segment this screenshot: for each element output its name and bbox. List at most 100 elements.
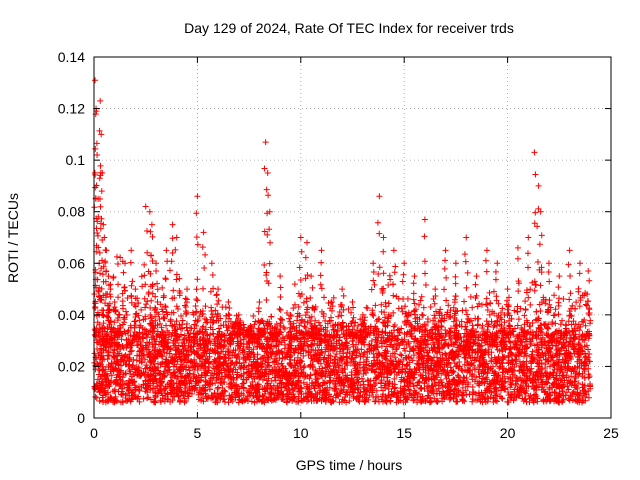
- data-point: [100, 320, 107, 327]
- data-point: [575, 380, 582, 387]
- data-point: [367, 381, 374, 388]
- data-point: [312, 371, 319, 378]
- data-point: [280, 335, 287, 342]
- data-point: [136, 334, 143, 341]
- data-point: [217, 322, 224, 329]
- data-point: [512, 382, 519, 389]
- data-point: [533, 369, 540, 376]
- data-point: [265, 341, 272, 348]
- data-point: [443, 355, 450, 362]
- data-point: [233, 382, 240, 389]
- data-point: [398, 305, 405, 312]
- data-point: [166, 267, 173, 274]
- data-point: [234, 390, 241, 397]
- data-point: [418, 385, 425, 392]
- data-point: [178, 312, 185, 319]
- data-point: [97, 382, 104, 389]
- data-point: [476, 300, 483, 307]
- data-point: [317, 387, 324, 394]
- data-point: [136, 317, 143, 324]
- data-point: [215, 384, 222, 391]
- data-point: [125, 381, 132, 388]
- data-point: [397, 351, 404, 358]
- data-point: [178, 350, 185, 357]
- data-point: [434, 327, 441, 334]
- data-point: [397, 358, 404, 365]
- data-point: [549, 384, 556, 391]
- data-point: [456, 321, 463, 328]
- data-point: [527, 301, 534, 308]
- data-point: [453, 393, 460, 400]
- data-point: [499, 305, 506, 312]
- data-point: [199, 324, 206, 331]
- data-point: [572, 331, 579, 338]
- data-point: [296, 387, 303, 394]
- data-point: [421, 380, 428, 387]
- data-point: [122, 308, 129, 315]
- data-point: [447, 325, 454, 332]
- data-point: [123, 311, 130, 318]
- data-point: [311, 351, 318, 358]
- data-point: [409, 374, 416, 381]
- data-point: [409, 357, 416, 364]
- data-point: [572, 398, 579, 405]
- data-point: [202, 390, 209, 397]
- data-point: [352, 354, 359, 361]
- data-point: [529, 379, 536, 386]
- data-point: [313, 397, 320, 404]
- data-point: [334, 391, 341, 398]
- data-point: [229, 391, 236, 398]
- data-point: [173, 351, 180, 358]
- data-point: [320, 313, 327, 320]
- data-point: [281, 345, 288, 352]
- data-point: [517, 337, 524, 344]
- data-point: [340, 331, 347, 338]
- data-point: [447, 336, 454, 343]
- data-point: [287, 363, 294, 370]
- data-point: [501, 311, 508, 318]
- data-point: [181, 302, 188, 309]
- data-point: [192, 384, 199, 391]
- data-point: [307, 341, 314, 348]
- data-point: [574, 358, 581, 365]
- data-point: [192, 317, 199, 324]
- data-point: [225, 355, 232, 362]
- data-point: [336, 309, 343, 316]
- data-point: [417, 324, 424, 331]
- data-point: [303, 338, 310, 345]
- data-point: [335, 366, 342, 373]
- data-point: [435, 339, 442, 346]
- data-point: [472, 329, 479, 336]
- data-point: [334, 328, 341, 335]
- data-point: [490, 338, 497, 345]
- data-point: [526, 395, 533, 402]
- data-point: [393, 293, 400, 300]
- data-point: [446, 396, 453, 403]
- data-point: [103, 373, 110, 380]
- data-point: [135, 383, 142, 390]
- data-point: [293, 330, 300, 337]
- data-point: [327, 299, 334, 306]
- data-point: [135, 364, 142, 371]
- data-point: [240, 341, 247, 348]
- data-point: [371, 398, 378, 405]
- data-point: [463, 326, 470, 333]
- data-point: [584, 356, 591, 363]
- data-point: [469, 383, 476, 390]
- data-point: [527, 370, 534, 377]
- data-point: [294, 335, 301, 342]
- data-point: [180, 392, 187, 399]
- data-point: [212, 307, 219, 314]
- data-point: [513, 356, 520, 363]
- data-point: [154, 298, 161, 305]
- data-point: [187, 377, 194, 384]
- data-point: [427, 304, 434, 311]
- data-point: [582, 322, 589, 329]
- data-point: [573, 369, 580, 376]
- data-point: [363, 362, 370, 369]
- data-point: [567, 392, 574, 399]
- data-point: [154, 346, 161, 353]
- data-point: [356, 337, 363, 344]
- chart-title: Day 129 of 2024, Rate Of TEC Index for r…: [184, 20, 514, 36]
- data-point: [237, 336, 244, 343]
